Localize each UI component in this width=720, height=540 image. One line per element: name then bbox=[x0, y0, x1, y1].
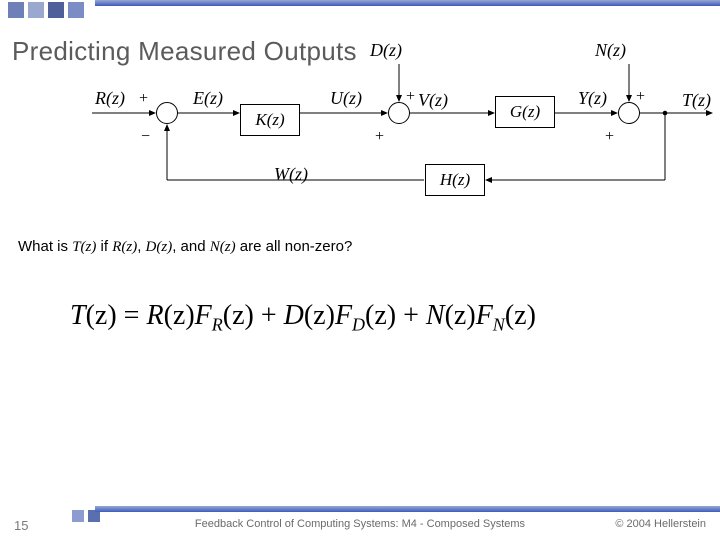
eq-arg: (z) bbox=[86, 300, 117, 331]
signal-T: T(z) bbox=[682, 90, 711, 111]
eq-eq: = bbox=[117, 300, 147, 331]
signal-V: V(z) bbox=[418, 90, 448, 111]
eq-arg: (z) bbox=[445, 300, 476, 331]
q-Nz: N(z) bbox=[210, 239, 236, 255]
equation: T(z) = R(z)FR(z) + D(z)FD(z) + N(z)FN(z) bbox=[70, 300, 536, 336]
q-part: are all non-zero? bbox=[236, 238, 353, 255]
eq-arg: (z) bbox=[164, 300, 195, 331]
eq-D: D bbox=[284, 300, 304, 331]
q-Tz: T(z) bbox=[72, 239, 96, 255]
q-part: What is bbox=[18, 238, 72, 255]
eq-FR: F bbox=[195, 300, 212, 331]
q-Dz: D(z) bbox=[146, 239, 173, 255]
eq-sub: R bbox=[212, 315, 223, 335]
topbar-line bbox=[95, 0, 720, 6]
decor-square bbox=[8, 2, 24, 18]
block-diagram: R(z) E(z) U(z) D(z) V(z) N(z) Y(z) T(z) … bbox=[0, 30, 720, 220]
eq-R: R bbox=[146, 300, 163, 331]
sum2-plus-left: + bbox=[375, 128, 384, 146]
block-H: H(z) bbox=[425, 164, 485, 196]
slide: { "title": "Predicting Measured Outputs"… bbox=[0, 0, 720, 540]
eq-arg: (z) bbox=[304, 300, 335, 331]
topbar-squares bbox=[0, 2, 84, 18]
eq-arg: (z) bbox=[223, 300, 254, 331]
q-Rz: R(z) bbox=[112, 239, 137, 255]
footer-center: Feedback Control of Computing Systems: M… bbox=[0, 518, 720, 530]
eq-FD: F bbox=[335, 300, 352, 331]
sum2-plus-top: + bbox=[406, 88, 415, 106]
block-K: K(z) bbox=[240, 104, 300, 136]
question-text: What is T(z) if R(z), D(z), and N(z) are… bbox=[18, 238, 352, 256]
footer-line bbox=[95, 506, 720, 512]
block-G: G(z) bbox=[495, 96, 555, 128]
signal-W: W(z) bbox=[274, 164, 308, 185]
eq-sub: D bbox=[352, 315, 365, 335]
eq-lhs: T bbox=[70, 300, 86, 331]
signal-R: R(z) bbox=[95, 88, 125, 109]
sum1-plus: + bbox=[139, 90, 148, 108]
eq-sub: N bbox=[493, 315, 505, 335]
q-part: if bbox=[96, 238, 112, 255]
eq-plus: + bbox=[396, 300, 426, 331]
sum3-plus-top: + bbox=[636, 88, 645, 106]
signal-E: E(z) bbox=[193, 88, 223, 109]
eq-arg: (z) bbox=[365, 300, 396, 331]
sum3-plus-left: + bbox=[605, 128, 614, 146]
decor-square bbox=[68, 2, 84, 18]
eq-FN: F bbox=[476, 300, 493, 331]
eq-N: N bbox=[426, 300, 445, 331]
footer-copyright: © 2004 Hellerstein bbox=[615, 518, 706, 530]
signal-D: D(z) bbox=[370, 40, 402, 61]
q-part: , bbox=[137, 238, 145, 255]
eq-plus: + bbox=[254, 300, 284, 331]
signal-Y: Y(z) bbox=[578, 88, 607, 109]
top-bar bbox=[0, 0, 720, 30]
sum1-minus: − bbox=[141, 128, 150, 146]
sum-1 bbox=[156, 102, 178, 124]
eq-arg: (z) bbox=[505, 300, 536, 331]
decor-square bbox=[48, 2, 64, 18]
q-part: , and bbox=[172, 238, 210, 255]
signal-U: U(z) bbox=[330, 88, 362, 109]
footer: 15 Feedback Control of Computing Systems… bbox=[0, 506, 720, 540]
decor-square bbox=[28, 2, 44, 18]
signal-N: N(z) bbox=[595, 40, 626, 61]
